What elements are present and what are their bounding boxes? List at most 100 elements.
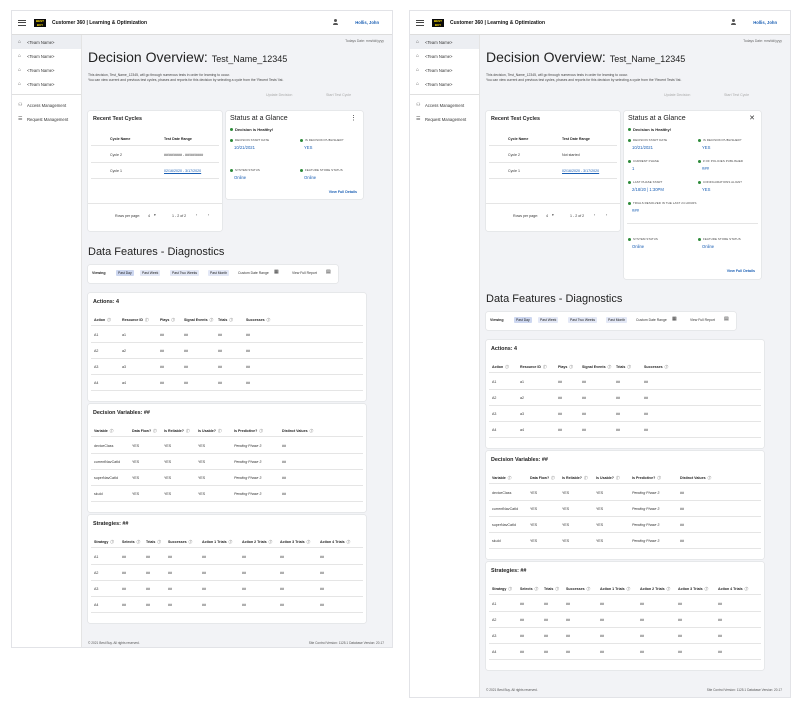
strategies-table-cell: ## bbox=[320, 603, 324, 607]
menu-icon[interactable] bbox=[18, 18, 26, 27]
update-decision-button[interactable]: Update Decision bbox=[664, 93, 691, 97]
range-chip[interactable]: Past Two Weeks bbox=[170, 270, 200, 276]
actions-table-header-text: Successes bbox=[246, 318, 265, 322]
next-page-icon[interactable]: › bbox=[208, 213, 210, 217]
recent-test-cycles-title: Recent Test Cycles bbox=[93, 116, 143, 122]
range-chip[interactable]: Past Week bbox=[538, 317, 559, 323]
range-chip[interactable]: Past Day bbox=[116, 270, 134, 276]
range-chip[interactable]: Past Day bbox=[514, 317, 532, 323]
decision-published-label-text: IS DECISION PUBLISHED? bbox=[305, 138, 344, 142]
close-icon[interactable]: ✕ bbox=[749, 115, 755, 122]
update-decision-button[interactable]: Update Decision bbox=[266, 93, 293, 97]
actions-table-column-header: Trials ⓘ bbox=[218, 318, 233, 323]
decision-variables-table-cell: YES bbox=[198, 460, 206, 464]
sidebar-item-team[interactable]: ⌂ <Team Name> bbox=[410, 63, 479, 77]
sidebar-item-team[interactable]: ⌂ <Team Name> bbox=[12, 35, 81, 49]
actions-table-info-icon: ⓘ bbox=[144, 318, 149, 322]
user-name-link[interactable]: Hollis, John bbox=[355, 20, 379, 25]
decision-variables-table-cell: Pending Phase 3 bbox=[234, 444, 262, 448]
actions-table-header-text: Resource ID bbox=[122, 318, 143, 322]
cycle-name[interactable]: Cycle 1 bbox=[110, 169, 122, 173]
sidebar-item-team[interactable]: ⌂ <Team Name> bbox=[410, 35, 479, 49]
strategies-table-column-header: Selects ⓘ bbox=[122, 540, 140, 545]
strategies-table-cell: ## bbox=[520, 602, 524, 606]
view-full-report-button[interactable]: View Full Report bbox=[690, 318, 715, 322]
view-full-details-link[interactable]: View Full Details bbox=[328, 190, 357, 194]
people-icon: ⚇ bbox=[416, 102, 421, 108]
report-icon[interactable]: ▤ bbox=[326, 269, 331, 275]
range-chip[interactable]: Past Month bbox=[606, 317, 628, 323]
range-chip[interactable]: Past Week bbox=[140, 270, 161, 276]
strategies-table-cell: ## bbox=[280, 587, 284, 591]
sidebar-item-team[interactable]: ⌂ <Team Name> bbox=[12, 49, 81, 63]
view-full-details-link[interactable]: View Full Details bbox=[726, 269, 755, 273]
strategies-table-cell: ## bbox=[718, 650, 722, 654]
range-chip[interactable]: Past Two Weeks bbox=[568, 317, 598, 323]
sidebar-item-team[interactable]: ⌂ <Team Name> bbox=[410, 49, 479, 63]
sidebar-item-label: <Team Name> bbox=[27, 67, 55, 73]
strategies-table-cell: ## bbox=[544, 602, 548, 606]
cycle-name[interactable]: Cycle 2 bbox=[508, 153, 520, 157]
description-line-1: This decision, Test_Name_12345, will go … bbox=[88, 73, 231, 77]
cycle-date-range[interactable]: 02/16/2020 - 3/17/2020 bbox=[164, 169, 202, 173]
chevron-down-icon[interactable]: ▾ bbox=[154, 213, 156, 217]
cycle-date-range: ##/##/#### - ##/##/#### bbox=[164, 153, 204, 157]
calendar-icon[interactable]: ▦ bbox=[672, 316, 677, 322]
chevron-down-icon[interactable]: ▾ bbox=[552, 213, 554, 217]
rows-per-page-select[interactable]: 4 bbox=[148, 214, 150, 218]
decision-variables-table-info-icon: ⓘ bbox=[657, 476, 661, 480]
report-icon[interactable]: ▤ bbox=[724, 316, 729, 322]
actions-table-cell: ## bbox=[218, 349, 222, 353]
decision-variables-table-cell: YES bbox=[164, 492, 172, 496]
next-page-icon[interactable]: › bbox=[606, 213, 608, 217]
strategies-table-cell: A3 bbox=[492, 634, 497, 638]
cycle-date-range[interactable]: 02/16/2020 - 3/17/2020 bbox=[562, 169, 600, 173]
decision-start-date-label: DECISION START DATE bbox=[230, 138, 269, 142]
cycle-name[interactable]: Cycle 2 bbox=[110, 153, 122, 157]
policies-published-dot bbox=[698, 159, 701, 163]
strategies-table-cell: ## bbox=[718, 602, 722, 606]
custom-date-range-button[interactable]: Custom Date Range bbox=[238, 271, 269, 275]
sidebar-item-access-management[interactable]: ⚇ Access Management bbox=[12, 98, 81, 112]
decision-variables-table-cell: ## bbox=[680, 491, 684, 495]
strategies-table-cell: ## bbox=[202, 555, 206, 559]
strategies-table-cell: ## bbox=[320, 571, 324, 575]
sidebar-item-request-management[interactable]: ☰ Request Management bbox=[12, 112, 81, 126]
strategies-table-header-text: Action 3 Trials bbox=[678, 587, 703, 591]
custom-date-range-button[interactable]: Custom Date Range bbox=[636, 318, 667, 322]
sidebar-item-team[interactable]: ⌂ <Team Name> bbox=[12, 77, 81, 91]
sidebar-item-access-management[interactable]: ⚇ Access Management bbox=[410, 98, 479, 112]
cycle-name[interactable]: Cycle 1 bbox=[508, 169, 520, 173]
start-test-cycle-button[interactable]: Start Test Cycle bbox=[724, 93, 750, 97]
previous-page-icon[interactable]: ‹ bbox=[196, 213, 198, 217]
system-status-label-text: SYSTEM STATUS bbox=[633, 237, 658, 241]
strategies-table-info-icon: ⓘ bbox=[346, 540, 351, 544]
decision-variables-table-column-header: Variable ⓘ bbox=[492, 476, 511, 481]
previous-page-icon[interactable]: ‹ bbox=[594, 213, 596, 217]
strategies-table-column-header: Trials ⓘ bbox=[146, 540, 161, 545]
start-test-cycle-button[interactable]: Start Test Cycle bbox=[326, 93, 352, 97]
actions-table-row-divider bbox=[489, 421, 761, 422]
calendar-icon[interactable]: ▦ bbox=[274, 269, 279, 275]
page-description: This decision, Test_Name_12345, will go … bbox=[88, 73, 378, 83]
strategies-table-cell: ## bbox=[600, 650, 604, 654]
strategies-table-row-divider bbox=[489, 659, 761, 660]
sidebar-item-request-management[interactable]: ☰ Request Management bbox=[410, 112, 479, 126]
menu-icon[interactable] bbox=[416, 18, 424, 27]
range-chip[interactable]: Past Month bbox=[208, 270, 230, 276]
decision-variables-table-cell: YES bbox=[562, 491, 570, 495]
rows-per-page-select[interactable]: 4 bbox=[546, 214, 548, 218]
sidebar-item-team[interactable]: ⌂ <Team Name> bbox=[410, 77, 479, 91]
actions-table-header-text: Action bbox=[492, 365, 504, 369]
column-header-test-date-range: Test Date Range bbox=[164, 137, 192, 141]
strategies-table-cell: ## bbox=[566, 650, 570, 654]
more-options-icon[interactable]: ⋮ bbox=[350, 115, 357, 122]
sidebar-item-team[interactable]: ⌂ <Team Name> bbox=[12, 63, 81, 77]
actions-table-column-header: Signal Events ⓘ bbox=[582, 365, 611, 370]
decision-variables-table-cell: superNavCatId bbox=[492, 523, 516, 527]
view-full-report-button[interactable]: View Full Report bbox=[292, 271, 317, 275]
user-name-link[interactable]: Hollis, John bbox=[753, 20, 777, 25]
decision-start-date-dot bbox=[628, 138, 631, 142]
strategies-table-cell: ## bbox=[242, 603, 246, 607]
strategies-table-cell: ## bbox=[122, 555, 126, 559]
